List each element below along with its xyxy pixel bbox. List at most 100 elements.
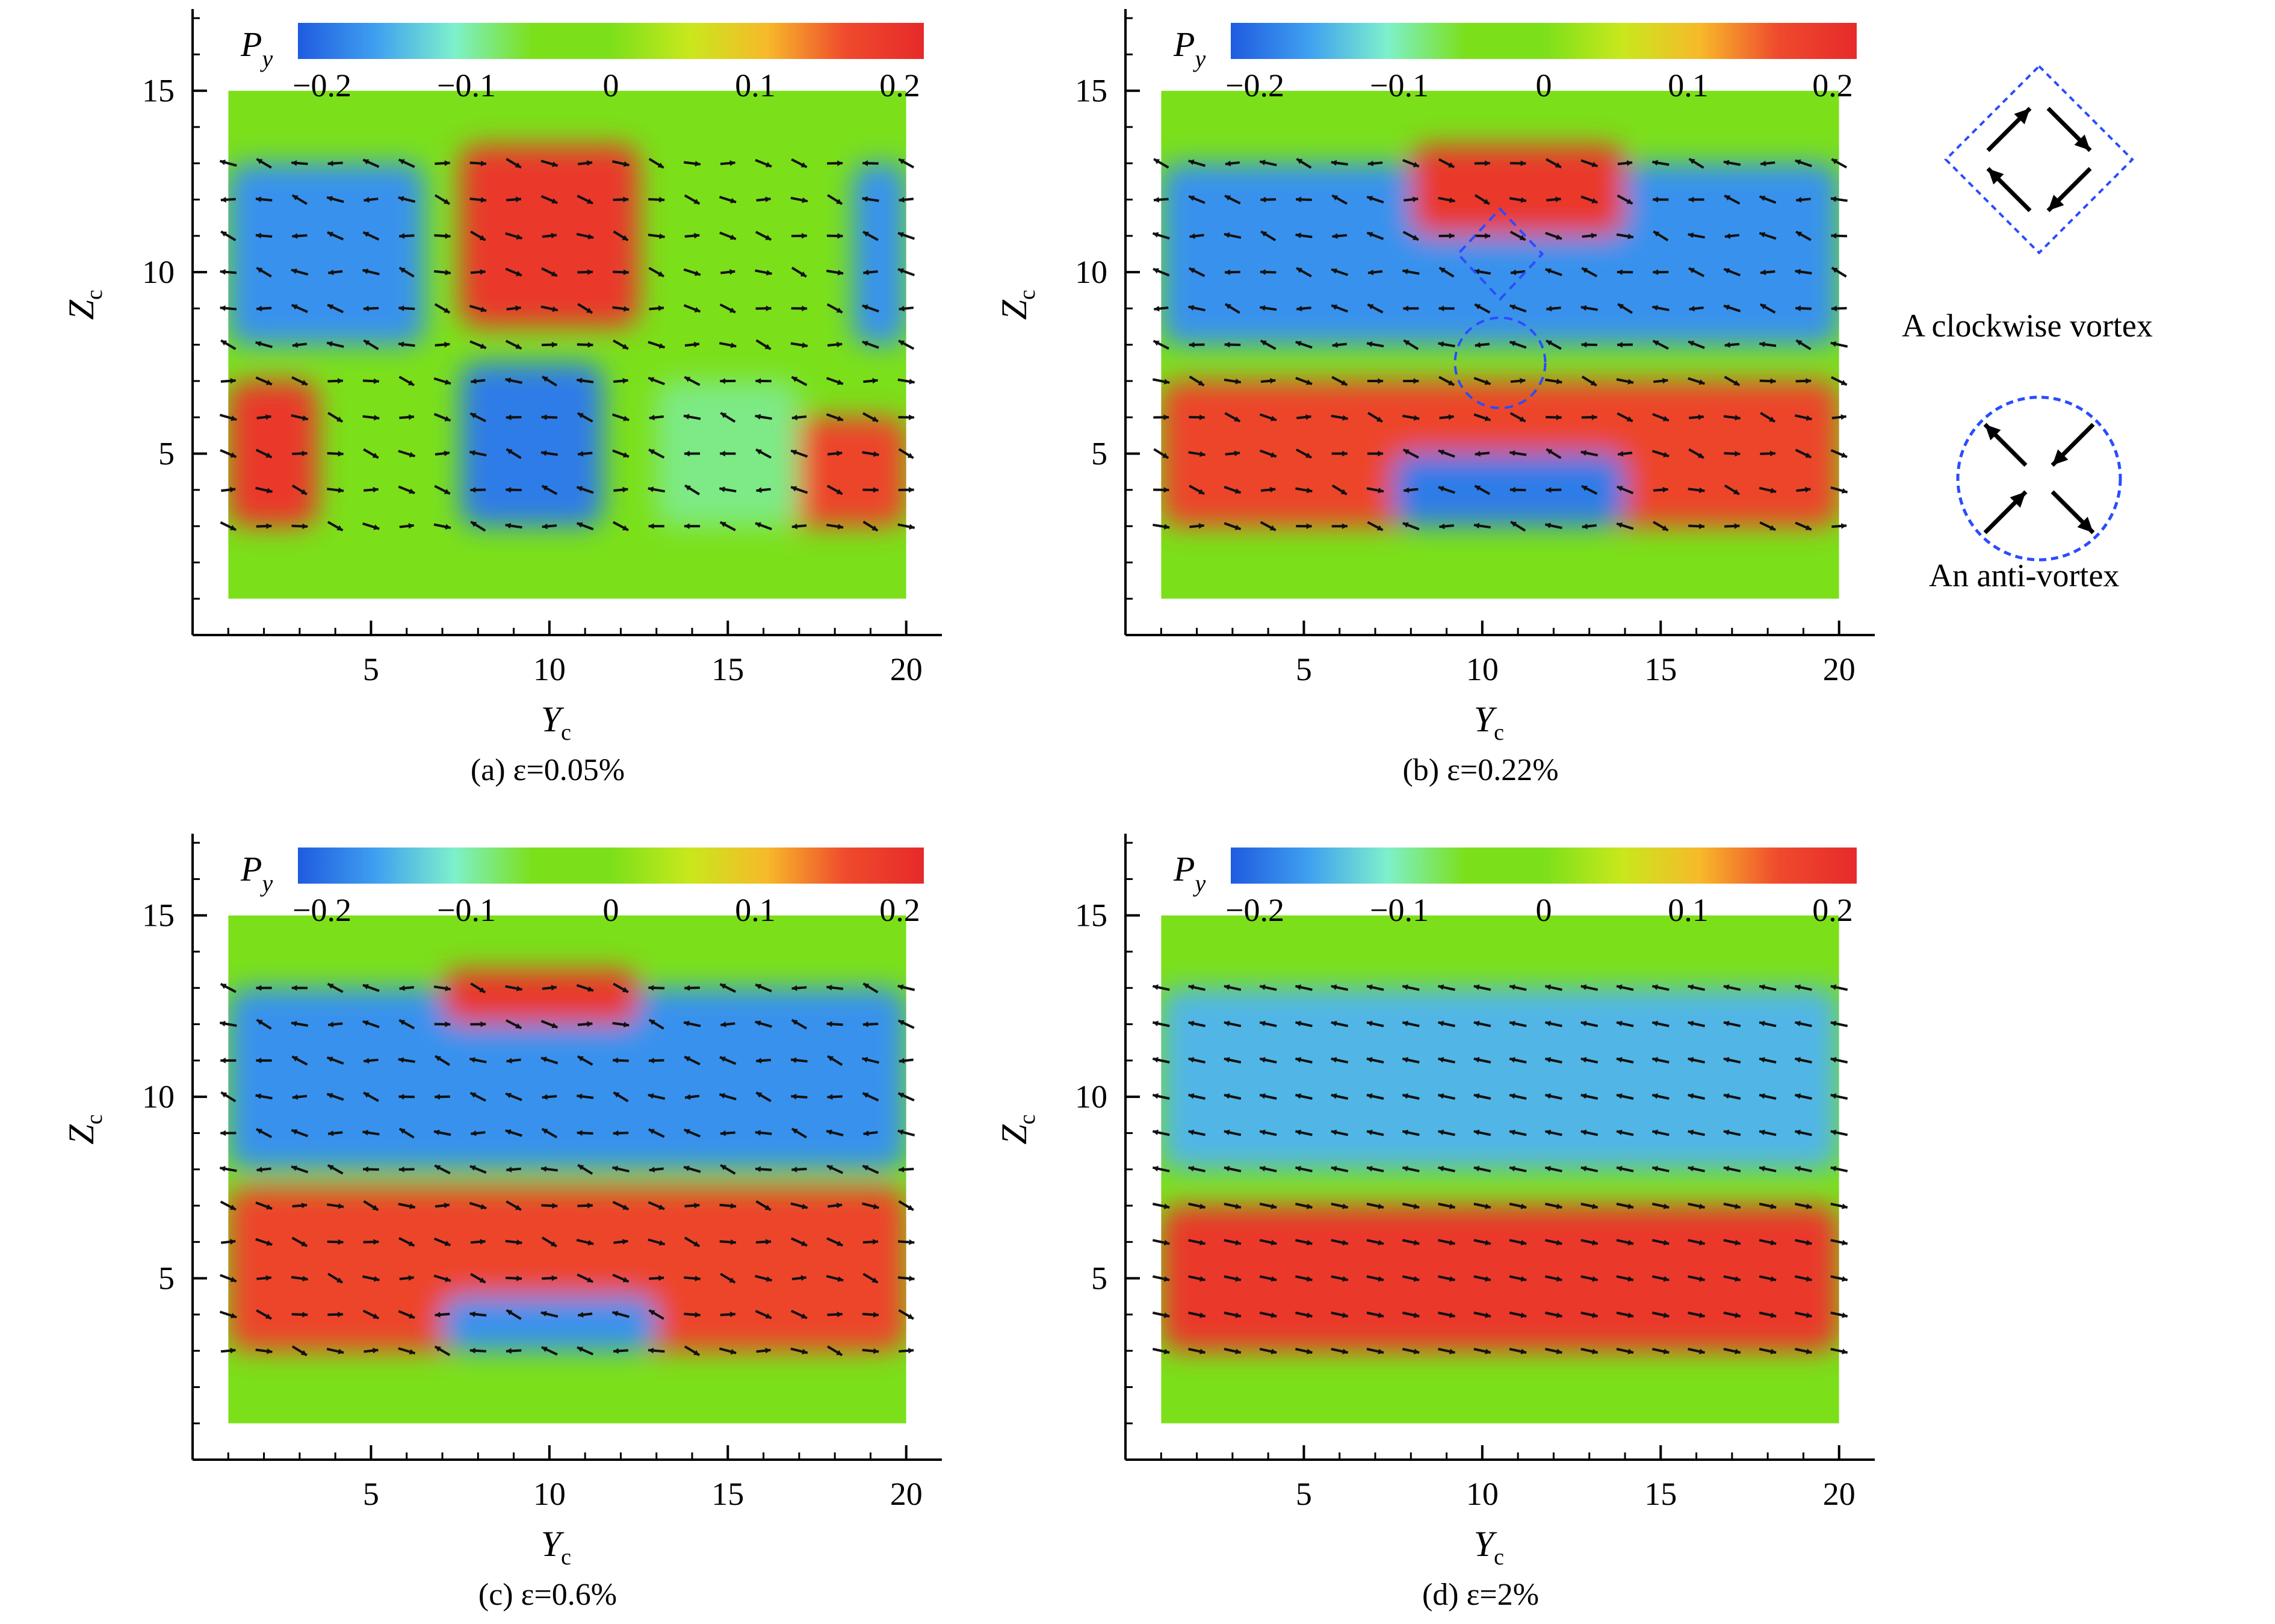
vector-arrow [433,1129,451,1136]
colorbar-tick-label: −0.1 [1370,892,1429,928]
vector-arrow [684,232,700,239]
vector-arrow [1509,1348,1527,1354]
vector-arrow [1509,412,1526,423]
vector-arrow [1759,303,1776,314]
vector-arrow [362,378,379,385]
vector-arrow [256,158,272,169]
vector-arrow [1402,414,1420,421]
vector-arrow [1509,304,1527,313]
vector-arrow [469,450,487,457]
vector-arrow [541,1127,558,1139]
vector-arrow [255,1093,273,1100]
vector-arrow [1759,341,1777,347]
vector-arrow [1688,340,1705,349]
vector-arrow [1688,1275,1705,1282]
vector-arrow [1152,1348,1170,1354]
vector-arrow [256,1275,271,1282]
vector-arrow [577,1093,594,1100]
vector-arrow [469,412,486,423]
vector-arrow [1403,378,1419,384]
y-tick-label: 5 [1091,436,1107,472]
vector-arrow [1580,1165,1599,1173]
vector-arrow [1545,1348,1562,1354]
vector-arrow [1582,232,1597,239]
vector-arrow [469,1165,487,1174]
vector-arrow [1260,230,1277,241]
vector-arrow [1546,305,1561,312]
vector-arrow [719,1092,737,1101]
vector-arrow [433,985,451,991]
vector-arrow [1438,486,1455,494]
vector-arrow [1331,160,1348,166]
vector-arrow [506,1058,521,1064]
caption-a: (a) ε=0.05% [470,753,625,787]
colorbar: Py −0.2 −0.1 0 0.1 0.2 [1173,23,1857,104]
vector-arrow [220,339,237,350]
vector-arrow [540,450,559,456]
vector-arrow [1366,196,1384,204]
vector-arrow [720,160,735,166]
vector-arrow [540,305,559,312]
vector-arrow [1224,1057,1242,1064]
vector-arrow [1651,1020,1670,1027]
vector-arrow [1367,303,1384,314]
vector-arrow [755,1166,772,1173]
vector-arrow [220,377,236,384]
vector-arrow [435,1055,450,1066]
vector-arrow [471,1130,486,1136]
vector-arrow [1402,1057,1420,1064]
vector-arrow [1688,1311,1705,1318]
vector-arrow [1295,1203,1313,1209]
vector-arrow [1831,305,1847,312]
colorbar-tick-label: 0 [603,892,619,928]
vector-arrow [1830,1239,1848,1246]
vector-arrow [1830,486,1848,494]
vector-arrow [1260,521,1277,532]
vector-arrow [220,1200,237,1211]
y-axis-label: Zc [61,1114,107,1144]
vector-arrow [398,1347,416,1355]
vector-arrow [1545,1239,1562,1246]
vector-arrow [505,1129,522,1137]
vector-arrow [1152,232,1170,240]
vector-arrow [1153,197,1169,203]
vector-arrows [219,982,915,1357]
vector-arrow [1475,342,1490,348]
vector-arrow [1794,414,1812,421]
vector-arrow [861,1202,879,1210]
vector-arrow [755,1091,772,1102]
vector-arrow [1688,232,1705,239]
vector-arrow [1260,339,1277,350]
vector-arrow [899,1348,914,1354]
vector-arrow [613,377,628,384]
vector-arrow [577,342,593,348]
vector-arrow [648,448,665,459]
vector-arrow [327,521,344,532]
vector-arrow [1331,984,1349,991]
vector-arrow [1723,984,1741,991]
vector-arrow [433,377,451,385]
vector-arrow [863,377,878,384]
vector-arrow [1581,414,1597,421]
vector-arrow [1580,984,1599,991]
vector-arrow [291,1236,308,1247]
vector-arrow [1259,1093,1277,1100]
vector-arrow [1582,523,1597,530]
vector-arrow [1545,1057,1562,1064]
vector-arrow [1653,196,1669,203]
vector-arrow [719,521,736,532]
vector-arrow [1438,341,1455,348]
vector-arrow [1296,414,1311,420]
vector-arrow [1259,413,1277,421]
vector-arrow [1831,267,1847,278]
contour-region [228,988,906,1170]
axes: 5 10 15 20 5 10 15 Yc Zc [994,9,1875,745]
vector-arrow [861,1056,879,1064]
vector-arrow [362,522,380,530]
vector-arrow [364,197,379,203]
vector-arrow [1295,1239,1313,1246]
vector-arrow [435,341,450,348]
vector-arrow [648,523,664,529]
vector-arrow [469,340,487,350]
vector-arrow [292,450,308,457]
